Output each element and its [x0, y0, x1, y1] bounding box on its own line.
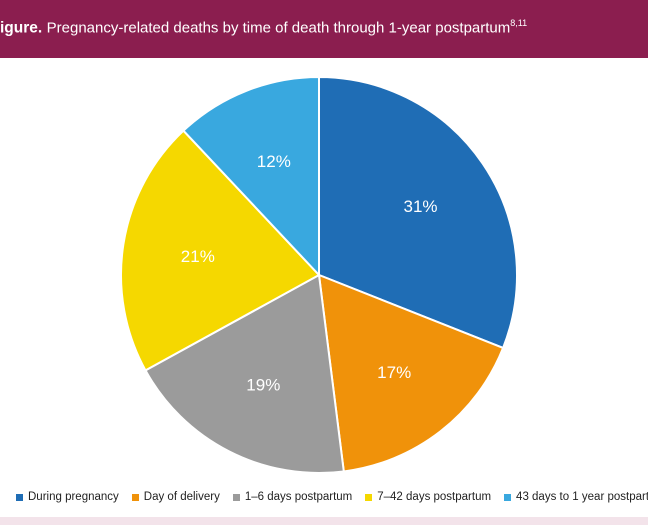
figure-title: Pregnancy-related deaths by time of deat… [46, 19, 511, 37]
pie-slice-2 [144, 274, 345, 474]
legend-swatch [232, 493, 240, 501]
legend-label: 1–6 days postpartum [244, 491, 353, 503]
pie-slice-label-0: 31% [403, 197, 437, 216]
figure-header: igure. Pregnancy-related deaths by time … [0, 0, 648, 58]
legend-label: Day of delivery [143, 491, 220, 503]
legend-item-43-days-to-1-year: 43 days to 1 year postpartum [504, 491, 648, 503]
legend-item-during-pregnancy: During pregnancy [16, 491, 119, 503]
figure-title-superscript: 8,11 [510, 18, 528, 28]
legend-item-7-42-days: 7–42 days postpartum [365, 491, 491, 503]
pie-slice-label-2: 19% [246, 375, 280, 394]
legend-label: 43 days to 1 year postpartum [516, 491, 648, 503]
legend-swatch [16, 493, 23, 501]
pie-slice-label-1: 17% [377, 363, 411, 382]
pie-slice-0 [318, 76, 518, 349]
pie-slice-label-4: 12% [257, 152, 291, 171]
pie-slice-3 [120, 129, 320, 372]
legend-label: 7–42 days postpartum [377, 491, 492, 503]
legend-label: During pregnancy [28, 491, 119, 503]
pie-slice-1 [318, 274, 505, 473]
legend-item-1-6-days: 1–6 days postpartum [232, 491, 353, 503]
pie-slices [120, 76, 518, 474]
legend-swatch [504, 493, 512, 501]
pie-slice-4 [182, 76, 320, 276]
chart-legend: During pregnancy Day of delivery 1–6 day… [16, 488, 648, 506]
legend-item-day-of-delivery: Day of delivery [131, 491, 220, 503]
pie-labels: 31% 17% 19% 21% 12% [181, 152, 438, 395]
legend-swatch [365, 493, 373, 501]
pie-slice-label-3: 21% [181, 247, 215, 266]
figure-label: igure. [0, 19, 43, 37]
legend-swatch [131, 493, 139, 501]
bottom-rule [0, 517, 648, 525]
